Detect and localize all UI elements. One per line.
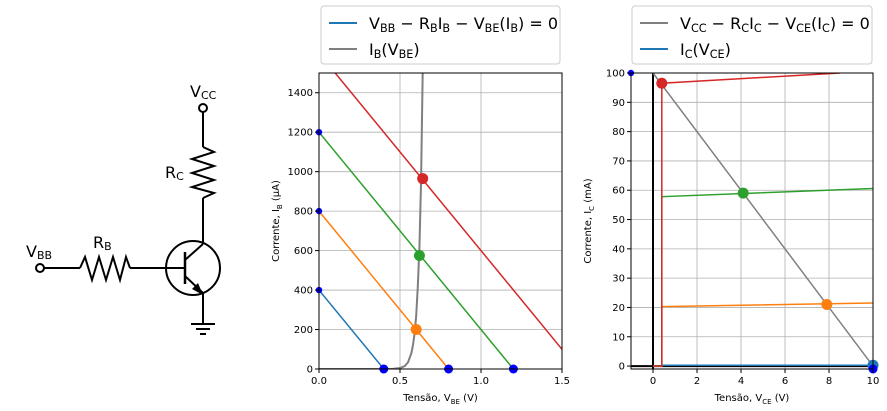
vcc-terminal bbox=[198, 103, 208, 113]
operating-point-marker bbox=[417, 173, 429, 185]
x-tick-label: 1.5 bbox=[554, 376, 570, 387]
legend-entry-label: VCC − RCIC − VCE(IC) = 0 bbox=[680, 14, 870, 35]
y-tick-label: 60 bbox=[612, 186, 625, 197]
y-axis-label: Corrente, IC (mA) bbox=[583, 178, 596, 263]
vbb-terminal bbox=[35, 263, 45, 273]
series-line bbox=[653, 364, 873, 367]
series-line bbox=[334, 73, 562, 350]
y-tick-label: 40 bbox=[612, 244, 625, 255]
x-tick-label: 2 bbox=[694, 376, 700, 387]
y-tick-label: 30 bbox=[612, 274, 625, 285]
x-axis-label: Tensão, VCE (V) bbox=[714, 393, 790, 406]
load-line bbox=[652, 73, 873, 367]
bjt-emitter-arrow bbox=[192, 283, 203, 295]
series-line bbox=[319, 210, 450, 369]
y-tick-label: 10 bbox=[612, 332, 625, 343]
x-axis-label: Tensão, VBE (V) bbox=[402, 393, 478, 406]
operating-point-marker bbox=[737, 187, 749, 199]
y-tick-label: 90 bbox=[612, 98, 625, 109]
diode-characteristic-curve bbox=[319, 73, 424, 369]
legend-frame bbox=[320, 5, 561, 65]
y-tick-label: 200 bbox=[294, 325, 313, 336]
x-tick-label: 0.0 bbox=[311, 376, 327, 387]
x-tick-label: 10 bbox=[867, 376, 880, 387]
bjt-circuit-diagram bbox=[35, 103, 221, 335]
plot-content bbox=[319, 73, 562, 369]
legend-frame bbox=[631, 5, 873, 65]
rb-label: RB bbox=[93, 233, 112, 253]
x-tick-label: 0.5 bbox=[392, 376, 408, 387]
rc-resistor bbox=[188, 146, 218, 199]
plot-frame bbox=[630, 72, 874, 370]
series-line bbox=[653, 73, 841, 367]
y-tick-label: 600 bbox=[294, 246, 313, 257]
legend-entry-label: IB(VBE) bbox=[369, 40, 420, 61]
x-tick-label: 0 bbox=[650, 376, 656, 387]
rb-resistor bbox=[79, 253, 131, 284]
bjt-collector-lead bbox=[184, 243, 204, 261]
vcc-label: VCC bbox=[190, 82, 217, 102]
base-current-chart: 0.0 0.5 1.0 1.5 0 200 400 600 800 1000 1200 1400 Ten… bbox=[271, 5, 570, 406]
operating-point-marker bbox=[410, 324, 422, 336]
y-axis-label: Corrente, IB (µA) bbox=[271, 180, 284, 262]
plot-content bbox=[631, 73, 873, 369]
y-tick-label: 20 bbox=[612, 303, 625, 314]
y-tick-label: 0 bbox=[307, 365, 313, 376]
y-tick-label: 70 bbox=[612, 156, 625, 167]
x-tick-label: 8 bbox=[826, 376, 832, 387]
rc-label: RC bbox=[165, 163, 184, 183]
y-tick-label: 400 bbox=[294, 286, 313, 297]
y-tick-label: 0 bbox=[619, 362, 625, 373]
y-tick-label: 800 bbox=[294, 207, 313, 218]
y-tick-label: 100 bbox=[606, 69, 625, 80]
plot-area bbox=[631, 73, 873, 369]
plot-area bbox=[319, 73, 562, 369]
bjt-transistor-body bbox=[165, 240, 221, 296]
x-tick-label: 6 bbox=[782, 376, 788, 387]
y-tick-label: 1400 bbox=[288, 88, 313, 99]
operating-point-marker bbox=[821, 299, 833, 311]
y-tick-label: 1200 bbox=[288, 128, 313, 139]
series-line bbox=[319, 131, 514, 369]
y-tick-label: 1000 bbox=[288, 167, 313, 178]
series-line bbox=[319, 289, 385, 369]
operating-point-marker bbox=[413, 250, 425, 262]
legend-entry-label: IC(VCE) bbox=[680, 40, 731, 61]
y-tick-label: 80 bbox=[612, 127, 625, 138]
operating-point-marker bbox=[656, 77, 668, 89]
y-tick-label: 50 bbox=[612, 215, 625, 226]
legend: VCC − RCIC − VCE(IC) = 0 IC(VCE) bbox=[631, 5, 873, 65]
x-tick-label: 1.0 bbox=[473, 376, 489, 387]
plot-frame bbox=[318, 72, 563, 370]
x-tick-label: 4 bbox=[738, 376, 744, 387]
legend-entry-label: VBB − RBIB − VBE(IB) = 0 bbox=[369, 14, 558, 35]
legend: VBB − RBIB − VBE(IB) = 0 IB(VBE) bbox=[320, 5, 561, 65]
vbb-label: VBB bbox=[26, 242, 52, 262]
